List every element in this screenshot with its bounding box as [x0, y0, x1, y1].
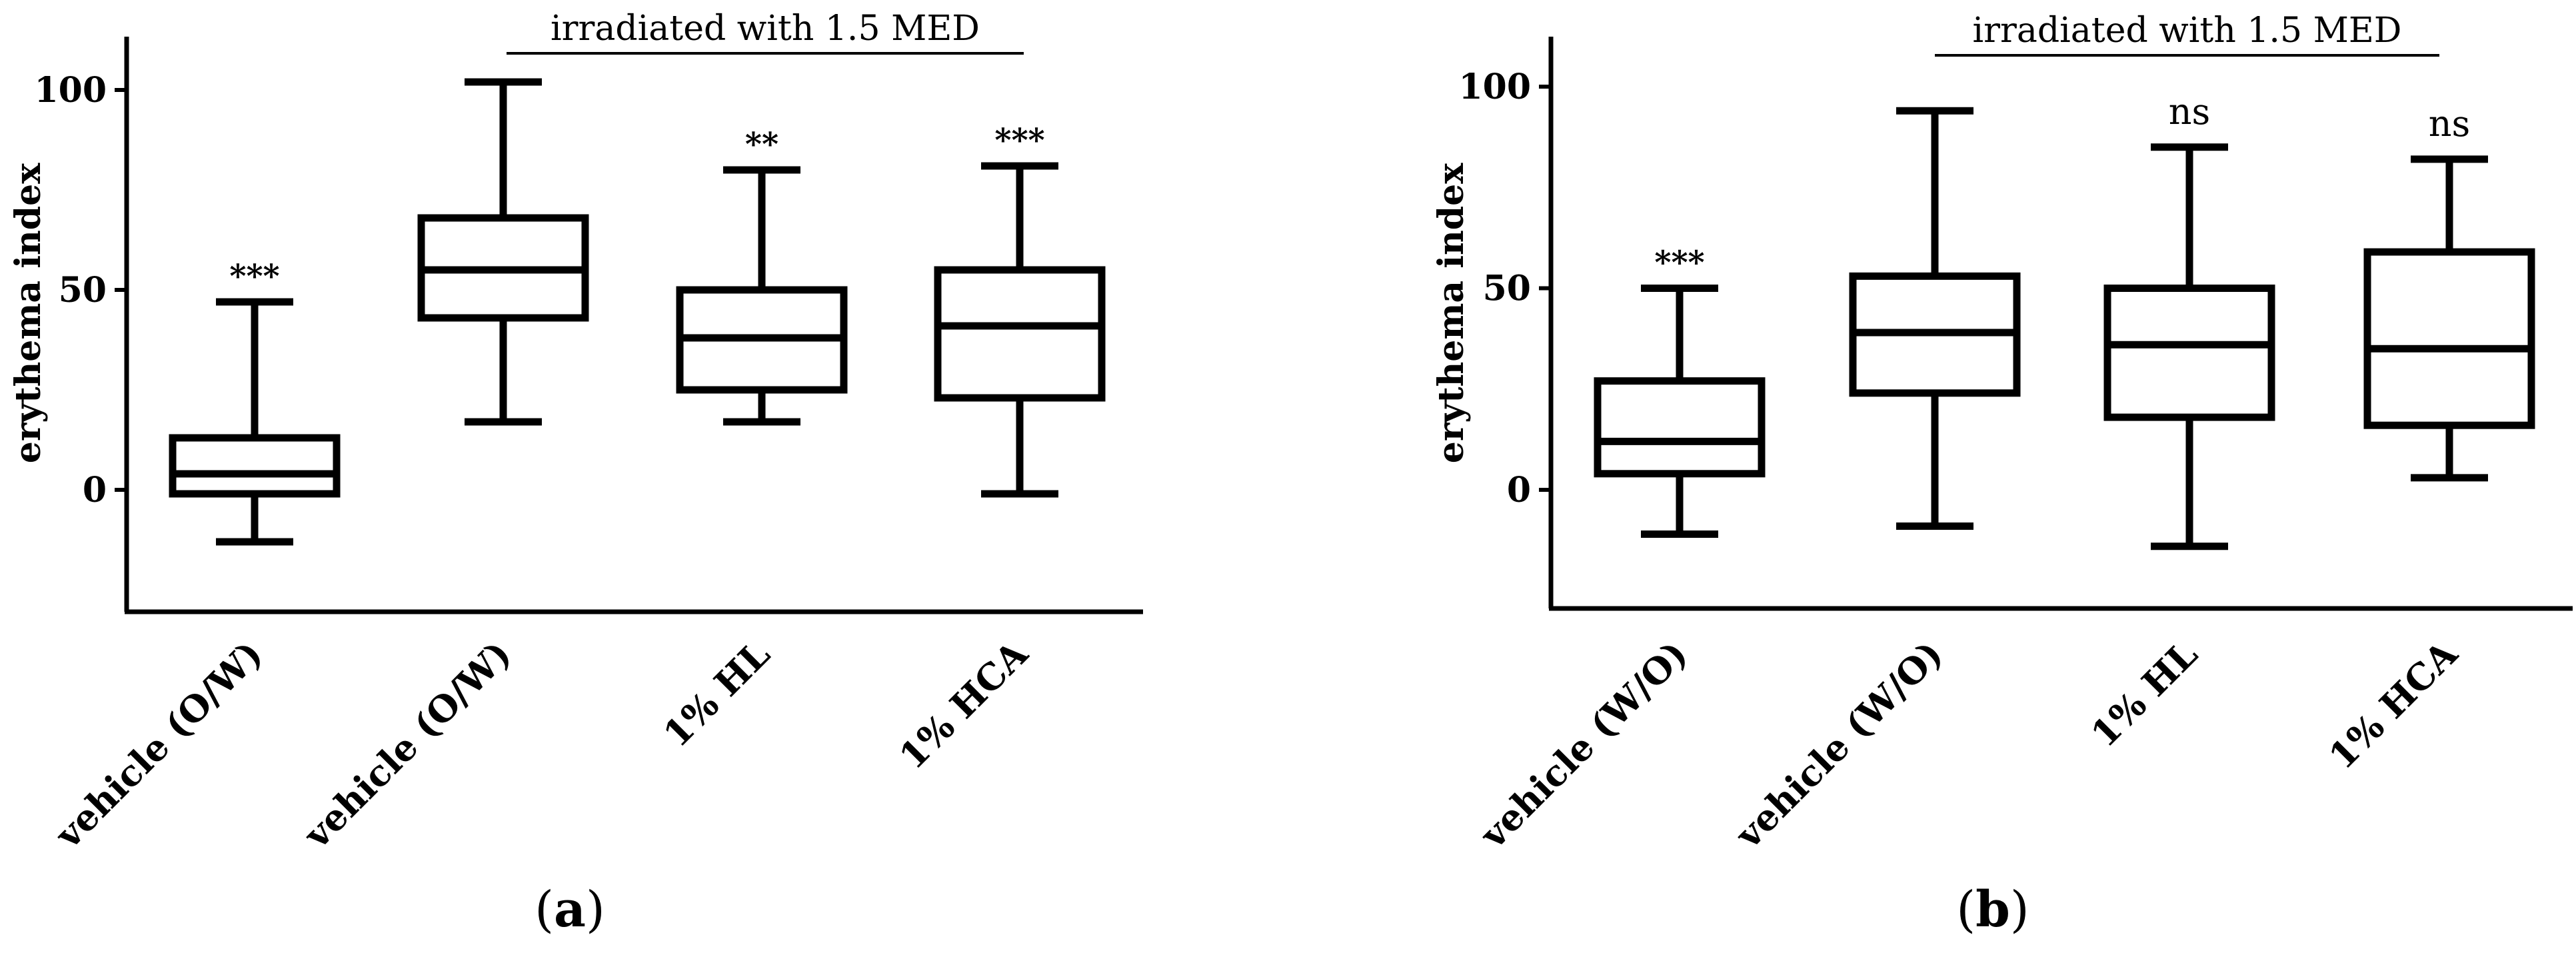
y-tick-label: 100	[1458, 67, 1531, 107]
category-label: 1% HCA	[2321, 632, 2466, 777]
irradiated-bracket-label: irradiated with 1.5 MED	[551, 9, 980, 49]
chart-panel-b: 0 50 100 erythema index irradiated with 1.5 …	[1431, 11, 2573, 938]
category-label: 1% HL	[655, 632, 778, 755]
chart-panel-a: 0 50 100 erythema index irradiated with 1.5 …	[8, 9, 1143, 938]
iqr-box	[934, 266, 1106, 402]
box-plot-3: ** 1% HL	[655, 126, 848, 755]
category-label: vehicle (O/W)	[295, 632, 519, 856]
significance-label: ns	[2429, 103, 2471, 145]
panel-label: (a)	[535, 881, 605, 938]
panel-letter: b	[1975, 881, 2010, 938]
significance-label: ***	[994, 122, 1044, 159]
y-tick-label: 100	[34, 70, 107, 111]
y-axis-label: erythema index	[8, 163, 49, 463]
y-tick-label: 0	[83, 470, 107, 510]
box-plot-2: vehicle (W/O)	[1727, 107, 2021, 856]
category-label: 1% HCA	[891, 632, 1036, 777]
box-plot-1: *** vehicle (W/O)	[1472, 245, 1766, 856]
irradiated-bracket-label: irradiated with 1.5 MED	[1973, 11, 2402, 51]
significance-label: **	[745, 126, 778, 163]
significance-label: ***	[1654, 245, 1704, 282]
y-axis-label: erythema index	[1431, 163, 1472, 463]
category-label: vehicle (W/O)	[1472, 632, 1696, 856]
y-tick-label: 50	[59, 270, 107, 311]
category-label: vehicle (O/W)	[47, 632, 271, 856]
iqr-box	[2103, 285, 2275, 421]
box-plot-4: ns 1% HCA	[2321, 103, 2535, 777]
panel-letter: a	[554, 881, 586, 938]
y-tick-label: 50	[1483, 269, 1531, 309]
panel-label: (b)	[1956, 881, 2029, 938]
box-plot-3: ns 1% HL	[2083, 91, 2275, 755]
iqr-box	[1594, 377, 1766, 478]
significance-label: ns	[2169, 91, 2211, 133]
iqr-box	[169, 434, 341, 498]
category-label: vehicle (W/O)	[1727, 632, 1951, 856]
significance-label: ***	[229, 258, 279, 295]
category-label: 1% HL	[2083, 632, 2205, 755]
y-tick-label: 0	[1507, 470, 1531, 510]
box-plot-4: *** 1% HCA	[891, 122, 1106, 777]
box-plot-1: *** vehicle (O/W)	[47, 258, 341, 856]
iqr-box	[2363, 248, 2535, 429]
